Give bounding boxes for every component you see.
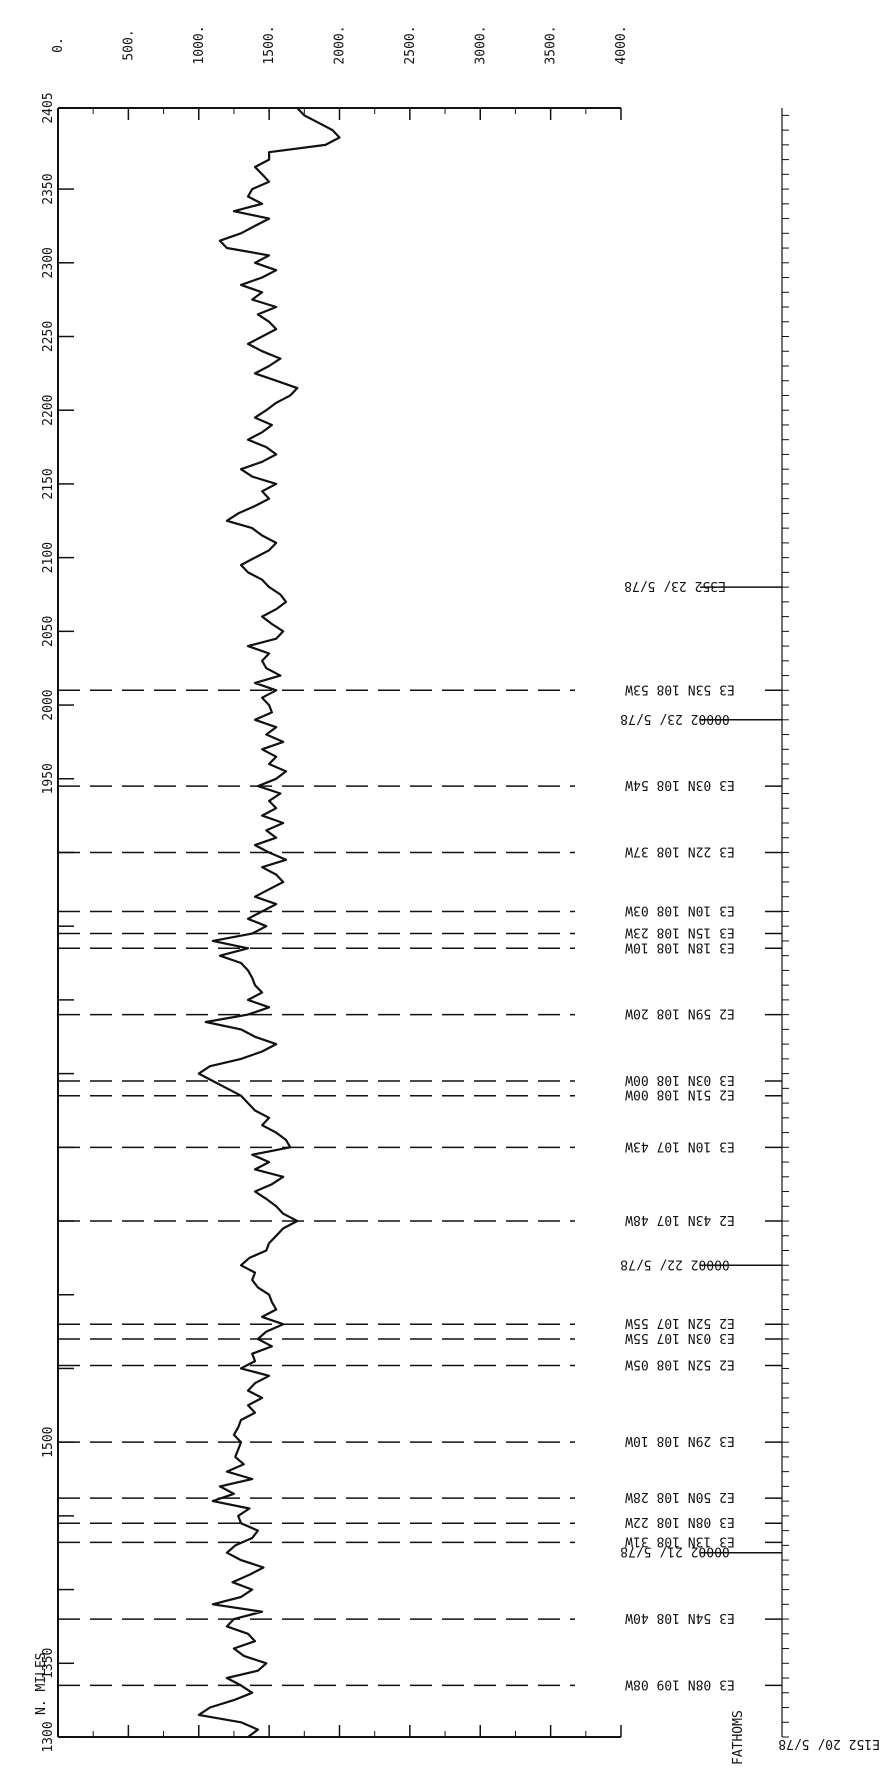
depth-tick-label-bottom: 3000. [473,1770,488,1773]
x-tick-label: 2250 [41,321,56,352]
x-axis-ticks: 1300 1350 1500 1950 2000 2050 2100 2150 2200 2250… [41,92,74,1753]
station-label: E352 23/ 5/78 [624,578,726,593]
x-tick-label: 1350 [41,1648,56,1679]
station-line: E3 22N 108 37W [58,843,782,858]
x-tick-label: 1950 [41,763,56,794]
station-label: E3 54N 108 40W [625,1610,735,1625]
station-line: 00002 23/ 5/78 [620,711,782,726]
station-line: E3 08N 109 08W [58,1676,782,1691]
x-tick-label: 1300 [41,1721,56,1752]
station-label: E3 10N 107 43W [625,1138,735,1153]
depth-tick-label-bottom: 2500. [403,1770,418,1773]
station-label: E2 52N 108 05W [625,1356,735,1371]
depth-tick-label-bottom: 4000. [614,1770,629,1773]
station-line: E2 51N 108 00W [58,1087,782,1102]
station-line: E3 08N 108 22W [58,1514,782,1529]
depth-tick-label-bottom: 3500. [544,1770,559,1773]
station-line: E2 52N 108 05W [58,1356,782,1371]
station-label: 00002 23/ 5/78 [620,711,730,726]
depth-tick-label-bottom: 1000. [192,1770,207,1773]
depth-profile-series-0 [197,107,341,1738]
x-tick-label: 2300 [41,247,56,278]
station-label: E3 10N 108 03W [625,902,735,917]
x-tick-label: 2150 [41,468,56,499]
station-label: E3 08N 108 22W [625,1514,735,1529]
station-label: E2 50N 108 28W [625,1489,735,1504]
depth-tick-label-top: 3500. [544,25,559,64]
start-station-label: E152 20/ 5/78 [778,1736,880,1751]
depth-tick-label-top: 3000. [473,25,488,64]
station-label: E2 59N 108 20W [625,1006,735,1021]
station-label: 00002 21/ 5/78 [620,1544,730,1559]
station-lines: E3 08N 109 08W E3 54N 108 40W 00002 21/ 5/… [58,578,782,1691]
x-tick-label: 2405 [41,92,56,123]
station-label: E3 03N 108 54W [625,777,735,792]
y-axis-label: FATHOMS [731,1710,746,1765]
station-line: E2 50N 108 28W [58,1489,782,1504]
station-line: E352 23/ 5/78 [624,578,782,593]
station-label: E3 03N 108 00W [625,1072,735,1087]
station-label: E3 08N 109 08W [625,1676,735,1691]
depth-tick-label-bottom: 2000. [333,1770,348,1773]
station-label: E3 22N 108 37W [625,843,735,858]
station-line: E3 13N 108 31W [58,1533,782,1548]
depth-tick-label-top: 500. [121,29,136,60]
station-line: E3 29N 108 10W [58,1433,782,1448]
x-tick-label: 2200 [41,395,56,426]
depth-tick-label-top: 2500. [403,25,418,64]
x-tick-label: 2350 [41,173,56,204]
station-line: E3 03N 108 00W [58,1072,782,1087]
x-tick-label: 1500 [41,1427,56,1458]
depth-tick-label-bottom: 1500. [262,1770,277,1773]
station-label: E3 29N 108 10W [625,1433,735,1448]
depth-tick-label-top: 2000. [333,25,348,64]
station-line: 00002 21/ 5/78 [620,1544,782,1559]
station-line: E3 10N 108 03W [58,902,782,917]
x-axis-label: N. MILES [34,1652,49,1715]
depth-axis-top: 0. 500. 1000. 1500. 2000. 2500. 3000. 3500. 4000… [51,25,629,120]
depth-tick-label-top: 4000. [614,25,629,64]
station-line: E3 15N 108 23W [58,925,782,940]
station-line: E2 59N 108 20W [58,1006,782,1021]
station-label: E2 51N 108 00W [625,1087,735,1102]
station-label: E3 13N 108 31W [625,1533,735,1548]
station-label: E3 53N 108 53W [625,681,735,696]
station-line: E3 53N 108 53W [58,681,782,696]
x-tick-label: 2100 [41,542,56,573]
station-line: E3 54N 108 40W [58,1610,782,1625]
station-label: 00002 22/ 5/78 [620,1256,730,1271]
station-label: E3 15N 108 23W [625,925,735,940]
depth-tick-label-top: 1000. [192,25,207,64]
station-label: E2 52N 107 55W [625,1315,735,1330]
depth-axis-bottom: 0.500.1000.1500.2000.2500.3000.3500.4000… [57,1725,629,1773]
station-label: E2 43N 107 48W [625,1212,735,1227]
depth-tick-label-top: 0. [51,37,66,53]
station-line: E2 52N 107 55W [58,1315,782,1330]
station-line: 00002 22/ 5/78 [620,1256,782,1271]
station-line: E2 43N 107 48W [58,1212,782,1227]
depth-tick-label-top: 1500. [262,25,277,64]
station-line: E3 03N 108 54W [58,777,782,792]
station-label: E3 03N 107 55W [625,1330,735,1345]
x-tick-label: 2050 [41,616,56,647]
station-line: E3 10N 107 43W [58,1138,782,1153]
station-line: E3 03N 107 55W [58,1330,782,1345]
x-tick-label: 2000 [41,689,56,720]
station-label: E3 18N 108 10W [625,939,735,954]
station-line: E3 18N 108 10W [58,939,782,954]
